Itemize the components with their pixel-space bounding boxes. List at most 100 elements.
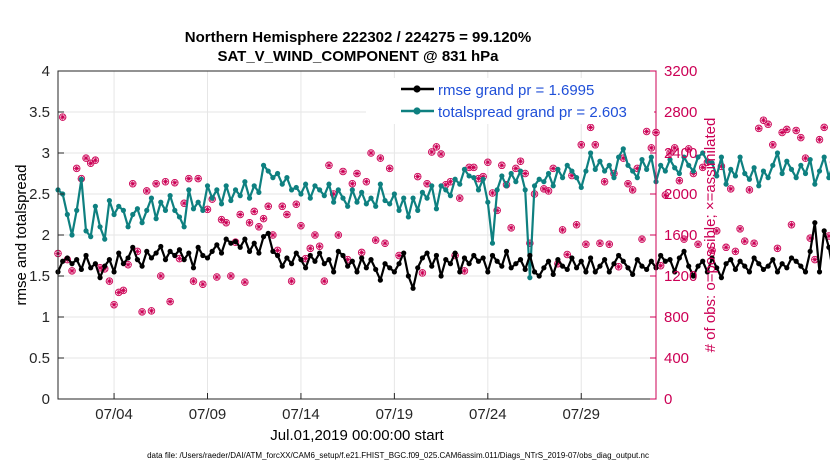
y-left-tick-label: 3 [42,145,50,162]
totalspread-point [555,166,561,172]
totalspread-point [158,199,164,205]
obs-possible-point [815,135,824,144]
obs-assimilated-point [541,186,547,192]
totalspread-point [793,175,799,181]
obs-assimilated-point [742,238,748,244]
totalspread-point [616,154,622,160]
y-right-tick-label: 3200 [664,63,697,80]
totalspread-point [335,187,341,193]
totalspread-point [265,168,271,174]
obs-possible-point [797,133,805,142]
obs-assimilated-point [746,187,753,193]
rmse-point [111,269,117,275]
obs-assimilated-point [303,255,309,262]
rmse-point [461,255,468,261]
totalspread-point [541,179,547,185]
obs-possible-point [105,277,114,285]
totalspread-point [709,160,715,166]
totalspread-point [751,165,757,171]
rmse-point [620,258,626,264]
rmse-point [382,261,388,267]
obs-possible-point [750,239,758,247]
obs-assimilated-point [69,268,75,274]
grid-lines [58,71,656,399]
rmse-point [209,248,215,254]
obs-assimilated-point [728,186,734,192]
totalspread-point [681,154,687,160]
x-tick-label: 07/09 [189,406,227,423]
rmse-point [242,236,248,242]
totalspread-point [662,168,668,174]
obs-assimilated-point [508,225,514,231]
obs-assimilated-point [326,162,332,168]
rmse-point [723,261,729,267]
obs-assimilated-point [387,165,393,171]
obs-assimilated-point [616,264,622,270]
totalspread-point [774,150,781,156]
obs-assimilated-point [648,145,654,151]
rmse-point [489,252,496,259]
rmse-point [97,275,103,281]
obs-assimilated-point [597,240,603,246]
totalspread-point [130,211,136,218]
rmse-point [765,263,771,269]
obs-possible-point [722,243,730,252]
obs-assimilated-point [513,165,519,171]
rmse-point [340,252,346,259]
rmse-point [742,263,748,269]
obs-assimilated-point [788,222,795,228]
rmse-point [134,257,141,263]
totalspread-point [732,173,739,179]
obs-possible-point [283,210,291,219]
totalspread-point [232,187,239,193]
obs-possible-point [58,113,67,121]
obs-possible-point [708,246,716,255]
obs-assimilated-point [158,273,164,279]
rmse-point [69,261,75,267]
obs-possible-point [512,164,520,173]
totalspread-point [667,156,673,163]
obs-assimilated-point [821,124,827,130]
rmse-point [718,275,725,281]
totalspread-point [83,228,89,234]
rmse-point [116,250,122,256]
rmse-point [158,243,164,250]
obs-possible-point [315,242,324,251]
obs-possible-point [586,123,595,132]
obs-assimilated-point [186,176,192,182]
totalspread-point [644,166,650,172]
rmse-point [602,257,608,263]
rmse-point [732,266,739,273]
obs-assimilated-point [116,289,122,295]
totalspread-point [92,203,98,209]
rmse-point [573,265,580,271]
obs-assimilated-point [779,129,785,136]
rmse-point [172,252,178,259]
rmse-point [569,255,575,261]
rmse-point [597,263,603,269]
totalspread-point [359,189,365,195]
totalspread-point [587,150,594,156]
obs-assimilated-point [354,170,360,177]
totalspread-point [742,170,748,177]
obs-possible-point [245,218,254,227]
legend: rmse grand pr = 1.6995 totalspread grand… [366,78,654,124]
obs-assimilated-point [672,145,678,151]
rmse-point [349,258,355,264]
rmse-point [802,269,809,275]
totalspread-point [242,179,248,185]
obs-possible-point [680,235,688,243]
totalspread-point [597,158,603,164]
rmse-point [630,271,636,277]
rmse-point [686,263,692,269]
rmse-point [541,265,547,271]
obs-possible-point [806,234,814,242]
obs-possible-point [666,149,674,157]
rmse-point [251,240,257,246]
obs-assimilated-point [382,240,388,246]
obs-assimilated-point [176,255,183,262]
x-tick-label: 07/29 [562,406,600,423]
rmse-point [690,273,696,279]
obs-possible-point [647,144,656,152]
totalspread-point [64,211,70,218]
